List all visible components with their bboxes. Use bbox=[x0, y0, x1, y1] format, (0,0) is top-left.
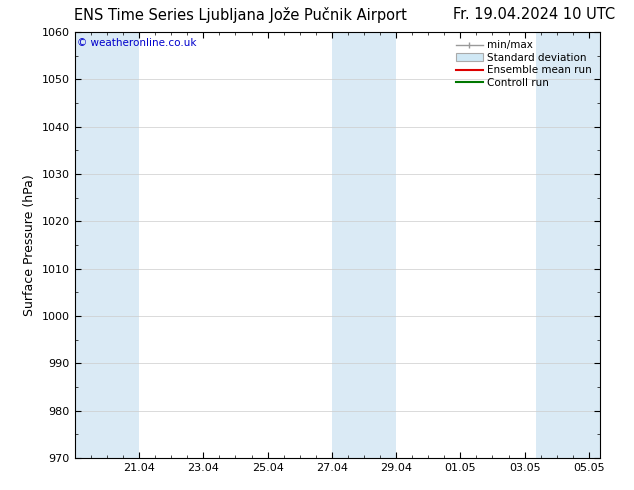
Bar bbox=[332, 32, 396, 458]
Text: ENS Time Series Ljubljana Jože Pučnik Airport: ENS Time Series Ljubljana Jože Pučnik Ai… bbox=[74, 7, 408, 24]
Legend: min/max, Standard deviation, Ensemble mean run, Controll run: min/max, Standard deviation, Ensemble me… bbox=[453, 37, 595, 91]
Bar bbox=[75, 32, 139, 458]
Bar bbox=[536, 32, 600, 458]
Text: Fr. 19.04.2024 10 UTC: Fr. 19.04.2024 10 UTC bbox=[453, 7, 615, 23]
Y-axis label: Surface Pressure (hPa): Surface Pressure (hPa) bbox=[23, 174, 36, 316]
Text: © weatheronline.co.uk: © weatheronline.co.uk bbox=[77, 38, 197, 48]
